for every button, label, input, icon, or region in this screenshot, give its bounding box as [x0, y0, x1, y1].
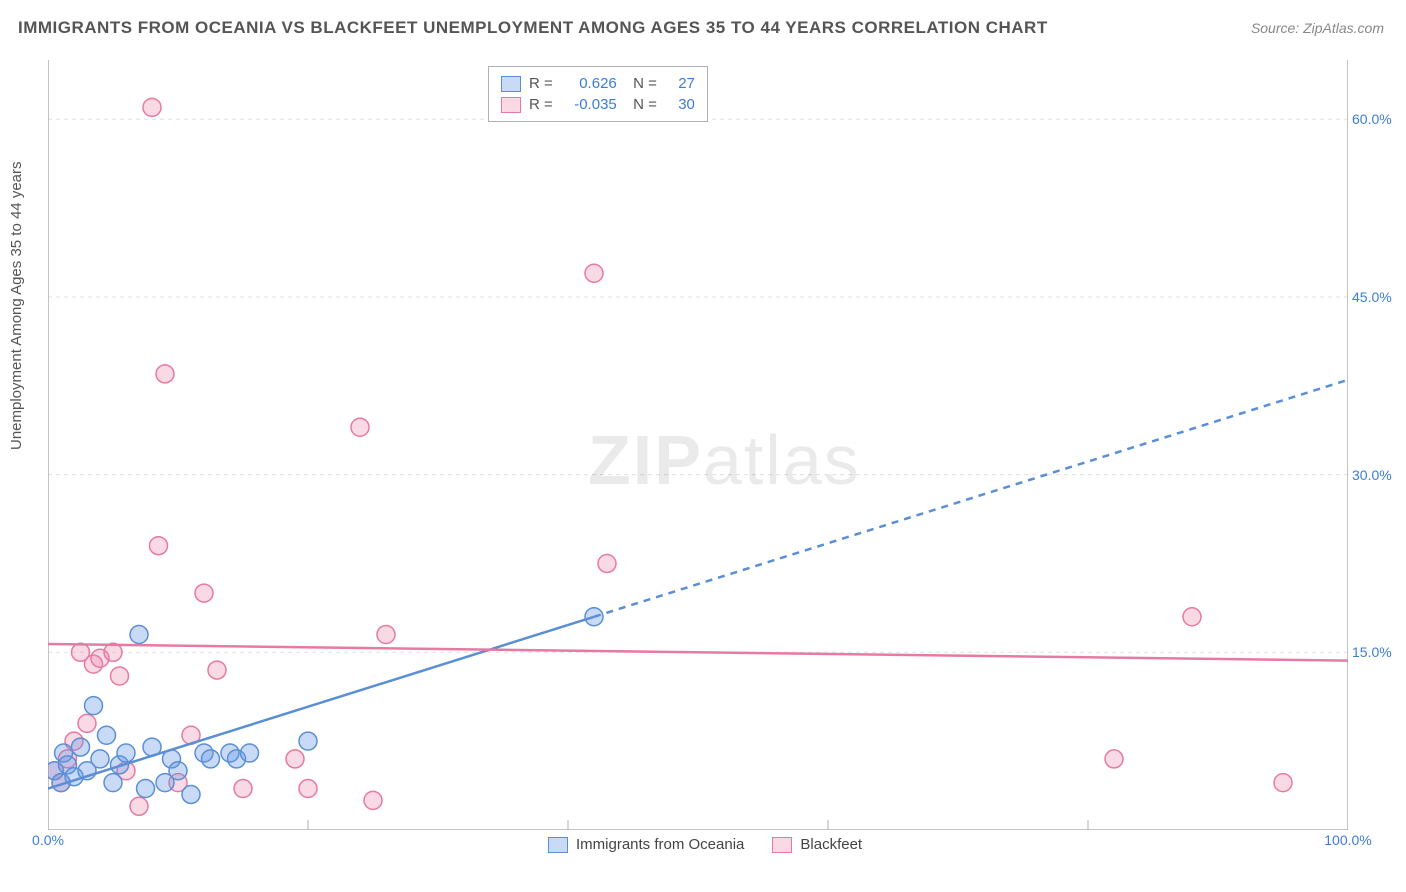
chart-container: IMMIGRANTS FROM OCEANIA VS BLACKFEET UNE… [0, 0, 1406, 892]
series-legend-item: Immigrants from Oceania [548, 836, 744, 853]
series-name: Immigrants from Oceania [576, 836, 744, 853]
chart-title: IMMIGRANTS FROM OCEANIA VS BLACKFEET UNE… [18, 18, 1048, 38]
legend-n-value: 27 [665, 75, 695, 92]
legend-swatch [548, 837, 568, 853]
legend-r-value: 0.626 [561, 75, 617, 92]
legend-r-value: -0.035 [561, 96, 617, 113]
legend-n-label: N = [625, 75, 657, 92]
legend-swatch [772, 837, 792, 853]
correlation-legend: R = 0.626 N = 27 R = -0.035 N = 30 [488, 66, 708, 122]
y-tick-label: 30.0% [1352, 467, 1392, 483]
legend-r-label: R = [529, 96, 553, 113]
source-label: Source: ZipAtlas.com [1251, 20, 1384, 36]
legend-swatch [501, 97, 521, 113]
x-tick-label: 0.0% [32, 832, 64, 848]
legend-row: R = -0.035 N = 30 [501, 94, 695, 115]
scatter-svg [48, 60, 1348, 830]
legend-n-label: N = [625, 96, 657, 113]
legend-n-value: 30 [665, 96, 695, 113]
series-legend-item: Blackfeet [772, 836, 862, 853]
y-tick-label: 60.0% [1352, 111, 1392, 127]
x-tick-label: 100.0% [1324, 832, 1371, 848]
plot-area: ZIPatlas R =0.626 N =27R =-0.035 N =30 I… [48, 60, 1348, 830]
legend-r-label: R = [529, 75, 553, 92]
legend-swatch [501, 76, 521, 92]
series-legend: Immigrants from Oceania Blackfeet [548, 836, 862, 853]
y-tick-label: 15.0% [1352, 644, 1392, 660]
legend-row: R = 0.626 N = 27 [501, 73, 695, 94]
series-name: Blackfeet [800, 836, 862, 853]
y-tick-label: 45.0% [1352, 289, 1392, 305]
y-axis-label: Unemployment Among Ages 35 to 44 years [8, 161, 25, 450]
